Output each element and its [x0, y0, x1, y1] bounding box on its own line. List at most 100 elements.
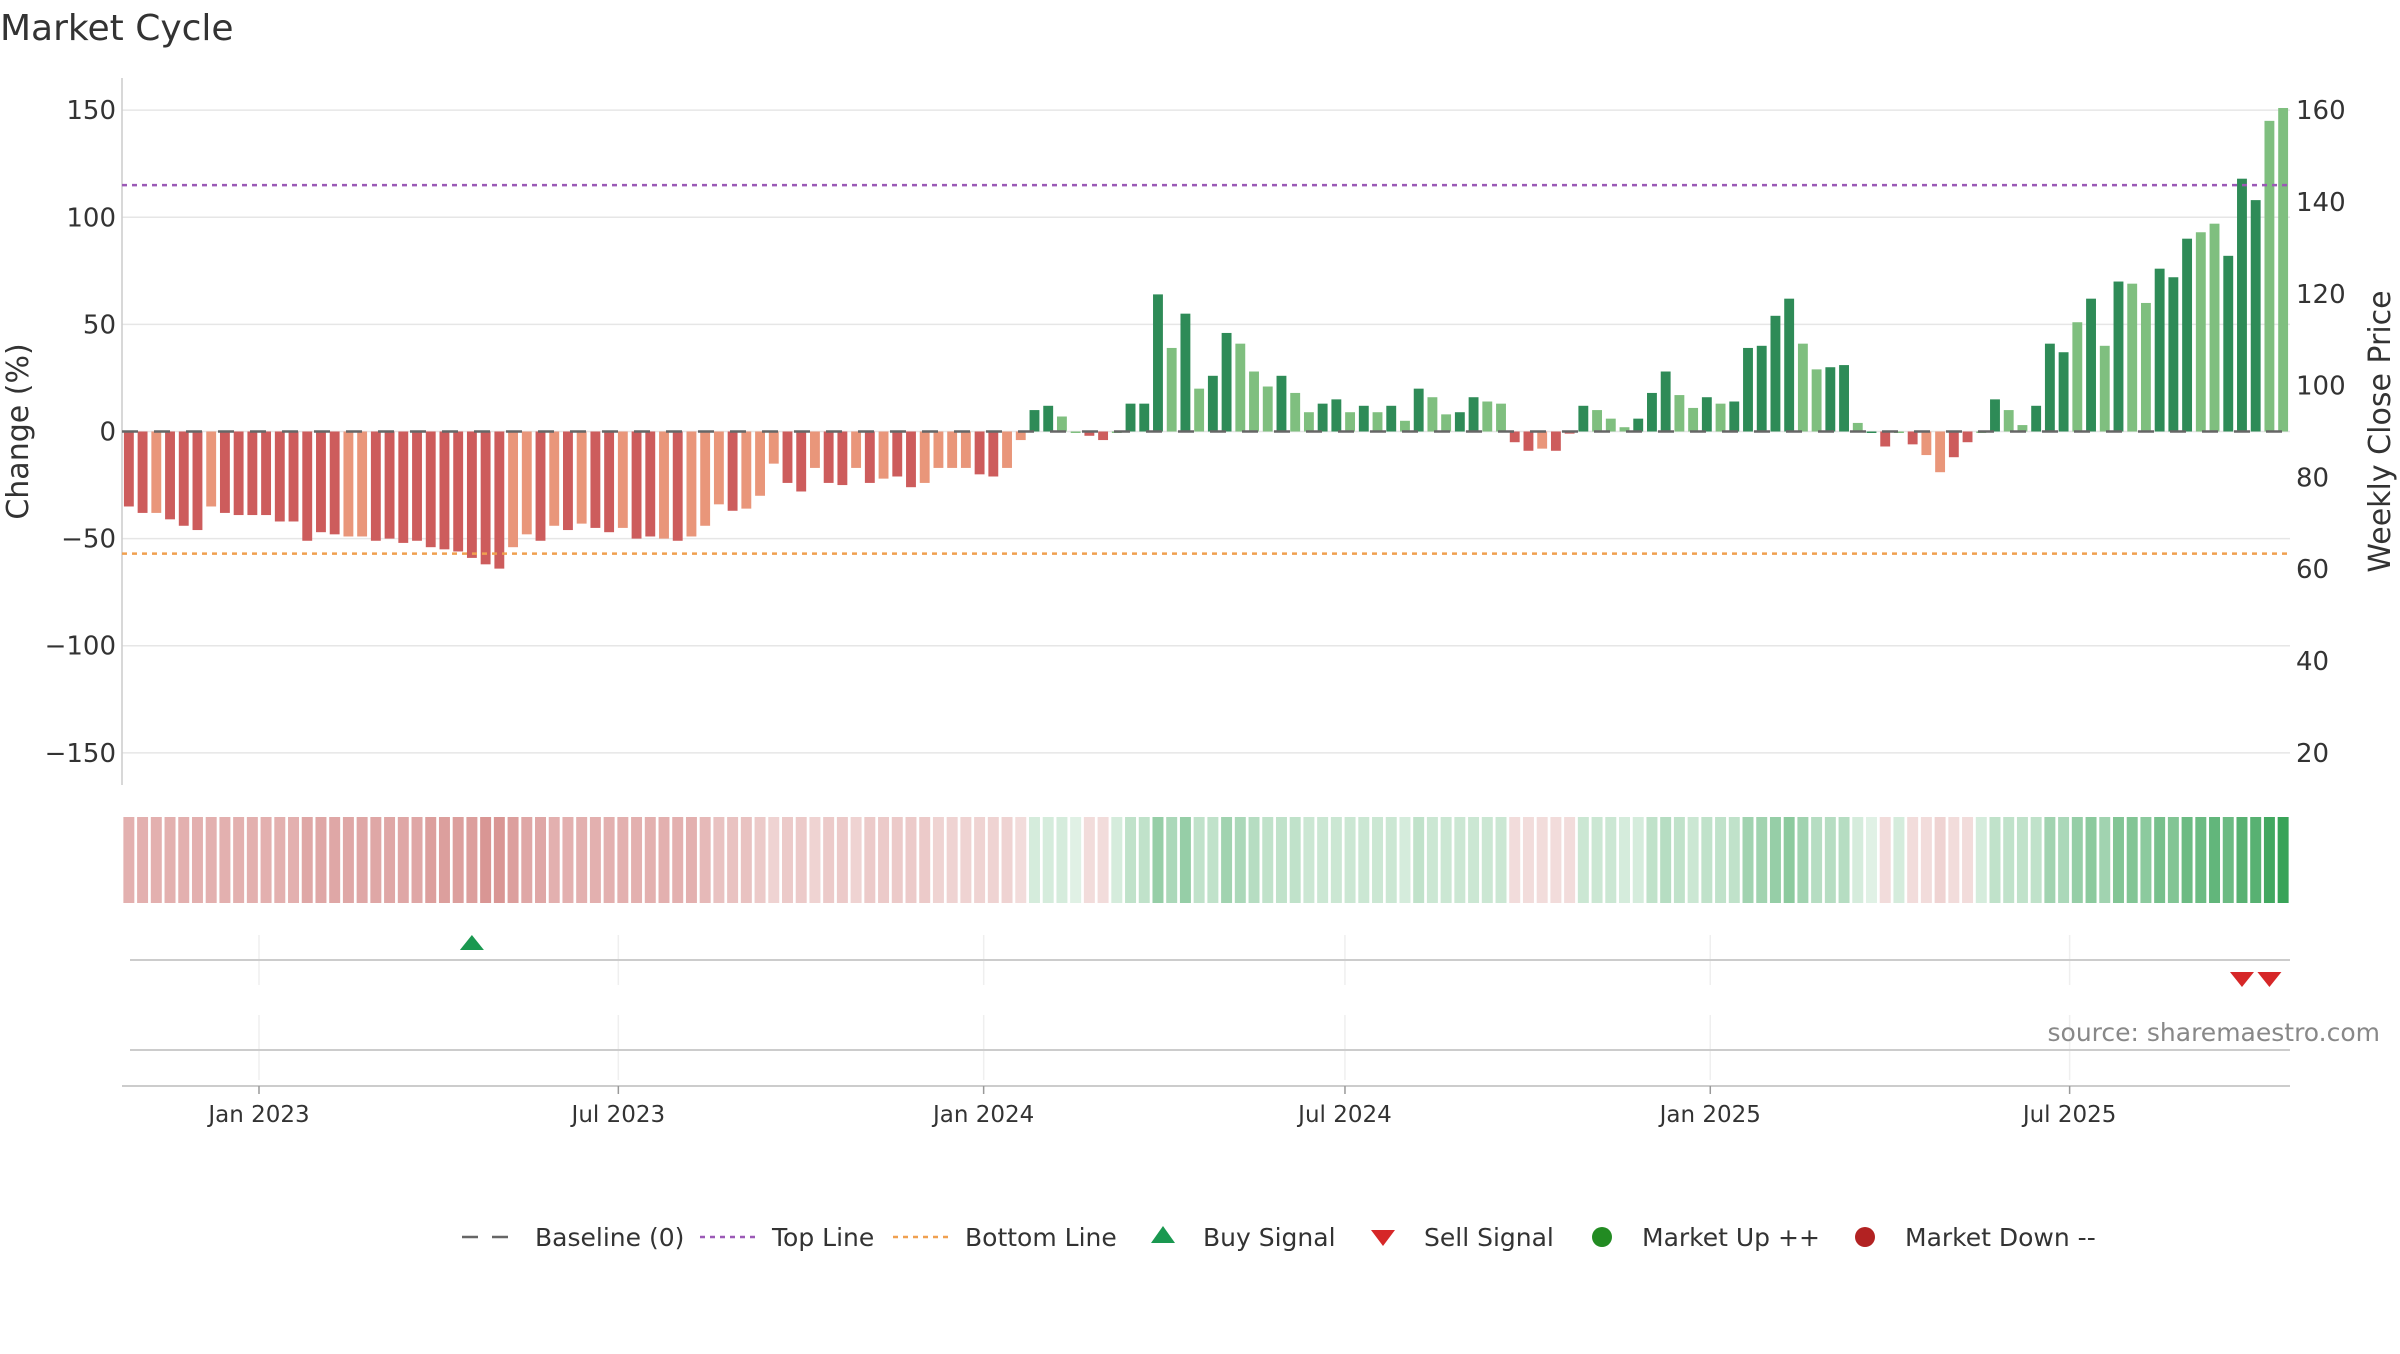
bar-change-152 — [2209, 223, 2220, 432]
legend-buy-icon — [1151, 1226, 1175, 1243]
heat-cell-125 — [1838, 817, 1850, 903]
bar-change-94 — [1413, 388, 1424, 432]
bar-change-88 — [1331, 399, 1342, 432]
heat-cell-88 — [1330, 817, 1342, 903]
bar-change-130 — [1907, 431, 1918, 445]
legend-market-down-label: Market Down -- — [1905, 1223, 2096, 1252]
bar-change-95 — [1427, 397, 1438, 432]
heat-cell-96 — [1440, 817, 1452, 903]
bar-change-117 — [1729, 401, 1740, 432]
heat-cell-85 — [1289, 817, 1301, 903]
bar-change-114 — [1688, 407, 1699, 432]
heat-cell-133 — [1948, 817, 1960, 903]
heat-cell-141 — [2058, 817, 2070, 903]
bar-change-24 — [453, 431, 464, 552]
bar-change-45 — [741, 431, 752, 509]
heat-cell-98 — [1468, 817, 1480, 903]
heat-cell-2 — [150, 817, 162, 903]
heat-cell-103 — [1536, 817, 1548, 903]
bar-change-62 — [974, 431, 985, 475]
bar-change-66 — [1029, 410, 1040, 432]
heat-cell-116 — [1715, 817, 1727, 903]
bar-change-111 — [1647, 392, 1657, 432]
legend-sell-label: Sell Signal — [1424, 1223, 1554, 1252]
bar-change-141 — [2058, 352, 2069, 432]
x-tick-label: Jan 2023 — [206, 1102, 309, 1128]
bar-change-61 — [960, 431, 971, 468]
heat-cell-52 — [836, 817, 848, 903]
heat-cell-42 — [699, 817, 711, 903]
heat-cell-82 — [1248, 817, 1260, 903]
heat-cell-58 — [919, 817, 931, 903]
y-tick-label: −100 — [45, 632, 116, 662]
bar-change-17 — [357, 431, 368, 537]
bar-change-137 — [2003, 410, 2014, 432]
heat-cell-10 — [260, 817, 272, 903]
bar-change-101 — [1509, 431, 1520, 443]
heat-cell-91 — [1372, 817, 1384, 903]
bar-change-125 — [1839, 365, 1849, 432]
heat-cell-138 — [2016, 817, 2028, 903]
bar-change-37 — [631, 431, 642, 539]
heat-cell-60 — [946, 817, 958, 903]
heat-cell-67 — [1042, 817, 1054, 903]
heat-cell-87 — [1317, 817, 1329, 903]
heat-cell-69 — [1070, 817, 1082, 903]
heat-cell-24 — [452, 817, 464, 903]
bar-change-53 — [851, 431, 862, 468]
x-tick-label: Jul 2025 — [2021, 1102, 2117, 1128]
heat-cell-94 — [1413, 817, 1425, 903]
heat-cell-105 — [1564, 817, 1576, 903]
legend-market-up-label: Market Up ++ — [1642, 1223, 1820, 1252]
bar-change-156 — [2264, 120, 2275, 432]
heat-cell-14 — [315, 817, 327, 903]
bar-change-47 — [768, 431, 779, 464]
bar-change-118 — [1743, 347, 1753, 432]
bar-change-84 — [1276, 375, 1287, 432]
bar-change-136 — [1990, 399, 2000, 432]
bar-change-18 — [370, 431, 381, 541]
heat-cell-117 — [1728, 817, 1740, 903]
heat-cell-46 — [754, 817, 766, 903]
heat-cell-71 — [1097, 817, 1109, 903]
bar-change-99 — [1482, 401, 1493, 432]
y-tick-label: −150 — [45, 739, 116, 769]
heat-cell-77 — [1179, 817, 1191, 903]
x-tick-label: Jan 2024 — [931, 1102, 1034, 1128]
bar-change-107 — [1592, 410, 1603, 432]
bar-change-155 — [2250, 200, 2261, 432]
heat-cell-8 — [233, 817, 245, 903]
heat-cell-144 — [2099, 817, 2111, 903]
heat-cell-128 — [1879, 817, 1891, 903]
bar-change-0 — [123, 431, 134, 507]
bar-change-127 — [1866, 431, 1877, 433]
heat-cell-39 — [658, 817, 670, 903]
bar-change-23 — [439, 431, 450, 550]
heat-cell-99 — [1481, 817, 1493, 903]
heat-cell-0 — [123, 817, 135, 903]
heat-cell-148 — [2154, 817, 2166, 903]
heat-cell-43 — [713, 817, 725, 903]
heat-cell-127 — [1866, 817, 1877, 903]
heat-cell-153 — [2222, 817, 2234, 903]
bar-change-138 — [2017, 425, 2028, 432]
heat-cell-16 — [342, 817, 354, 903]
bar-change-102 — [1523, 431, 1534, 451]
bar-change-103 — [1537, 431, 1548, 449]
bar-change-100 — [1496, 403, 1506, 432]
heat-cell-150 — [2181, 817, 2193, 903]
heat-cell-108 — [1605, 817, 1617, 903]
bar-change-85 — [1290, 392, 1301, 432]
bar-change-157 — [2278, 107, 2289, 432]
y-tick-label: 50 — [83, 310, 116, 340]
bar-change-145 — [2113, 281, 2124, 432]
heat-cell-28 — [507, 817, 519, 903]
bar-change-96 — [1441, 414, 1452, 432]
heat-cell-62 — [974, 817, 986, 903]
bar-change-132 — [1935, 431, 1946, 473]
bar-change-46 — [755, 431, 765, 496]
bar-change-116 — [1715, 403, 1726, 432]
bar-change-81 — [1235, 343, 1246, 432]
heat-cell-97 — [1454, 817, 1466, 903]
